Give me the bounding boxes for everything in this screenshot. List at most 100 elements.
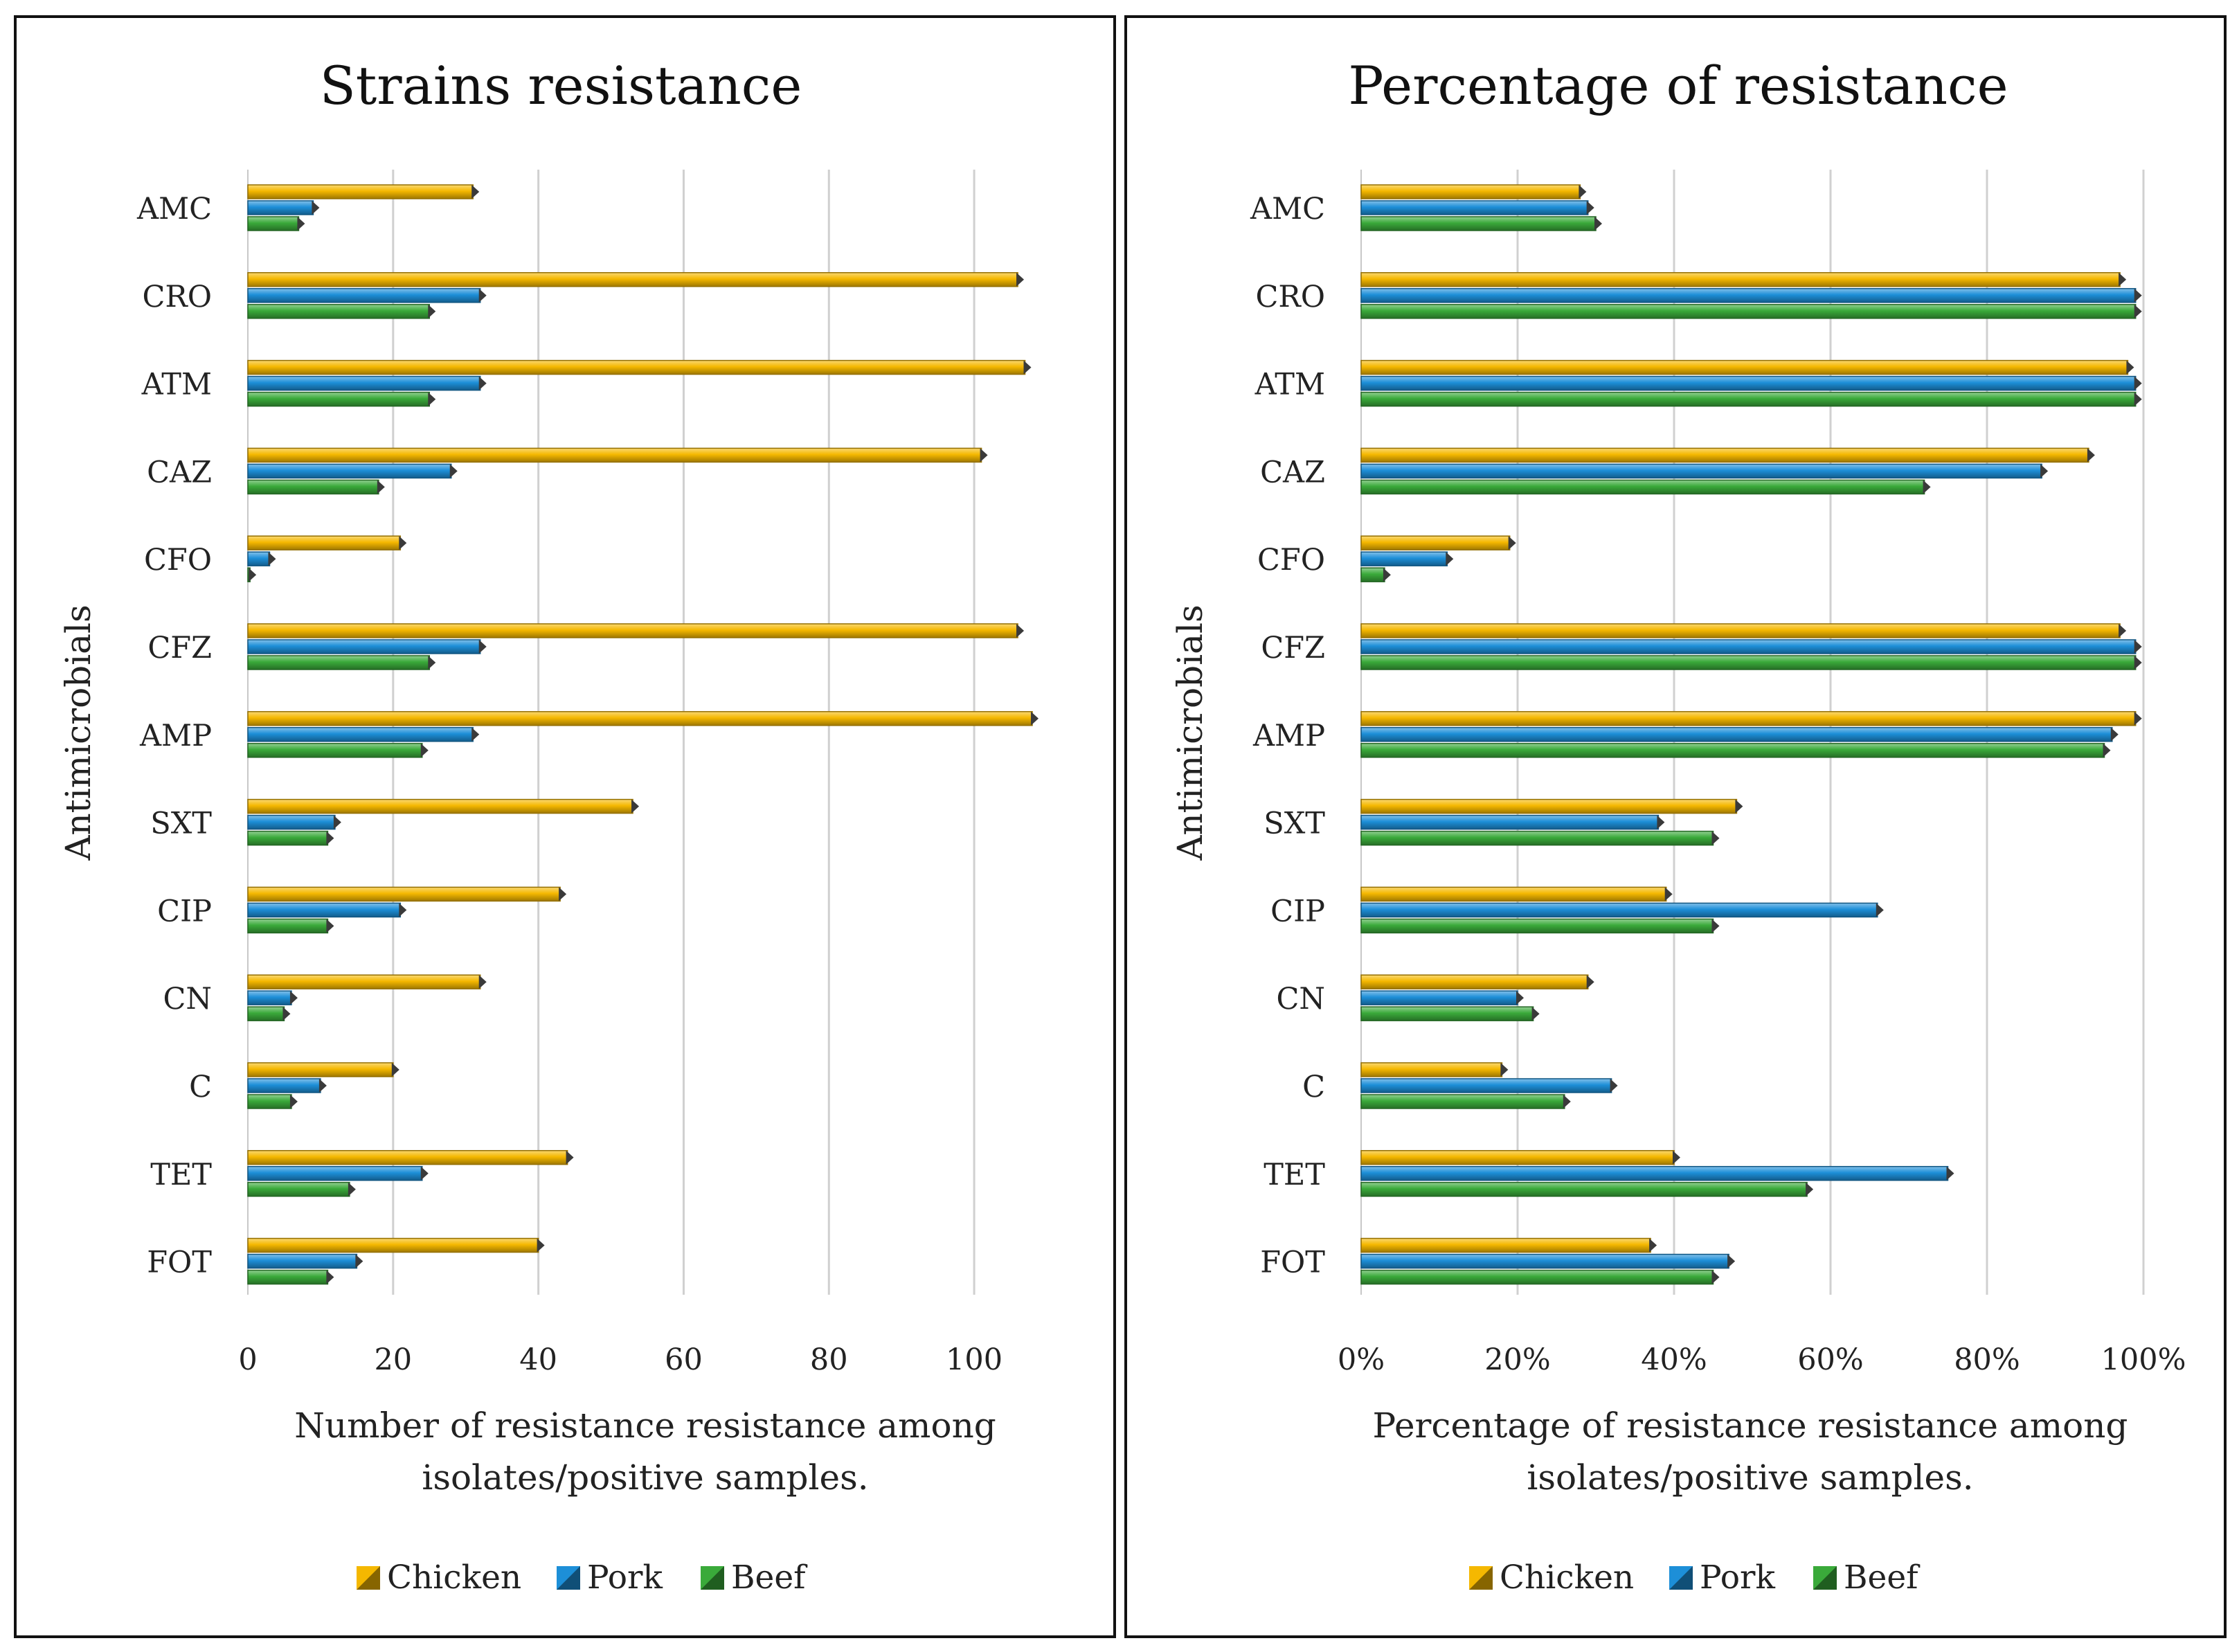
bar-end-cap [399,903,407,917]
bar-chicken [247,1237,539,1253]
legend-swatch-shade [357,1566,380,1590]
bar-beef [1360,216,1597,231]
category-label: CIP [157,894,212,928]
bar-beef [1360,743,2105,758]
legend-label: Beef [731,1559,808,1597]
bar-end-cap [1711,919,1720,933]
bar-end-cap [1563,1095,1571,1108]
bar-end-cap [471,185,480,199]
legend-item-chicken: Chicken [357,1559,521,1597]
bar-end-cap [268,552,276,566]
category-label: CRO [1255,280,1325,314]
bar-end-cap [420,1166,429,1180]
bar-end-cap [478,640,487,654]
bar-end-cap [449,464,458,478]
category-label: TET [1264,1158,1325,1192]
x-axis-title: isolates/positive samples. [422,1457,868,1498]
x-tick-label: 60 [665,1343,703,1377]
category-label: CFZ [147,631,212,665]
bar-end-cap [478,975,487,989]
panel-percentage-of-resistance: Percentage of resistance 0% 20% 40% 60% 80% 10… [1124,15,2227,1638]
category-label: CFO [1257,543,1325,577]
bar-pork [247,639,481,654]
bar-end-cap [318,1079,327,1093]
bar-chicken [1360,974,1589,989]
legend-label: Beef [1844,1559,1921,1597]
bar-end-cap [478,288,487,303]
legend-label: Pork [1700,1559,1775,1597]
bar-end-cap [2119,272,2127,287]
bar-chicken [247,1150,568,1165]
bar-beef [247,1182,350,1197]
bar-beef [247,743,423,758]
chart-title: Percentage of resistance [1348,55,2008,116]
bar-end-cap [1610,1079,1618,1093]
bar-pork [1360,814,1660,830]
legend-item-chicken: Chicken [1469,1559,1634,1597]
bar-chicken [247,535,402,550]
x-tick-label: 80% [1954,1343,2020,1377]
bar-chicken [247,886,561,902]
bar-chicken [1360,711,2137,726]
bar-chicken [1360,798,1738,814]
bar-beef [247,830,329,846]
bar-end-cap [1806,1182,1814,1196]
bar-end-cap [428,392,436,406]
bar-pork [247,1166,423,1181]
bar-end-cap [1446,552,1454,566]
category-label: AMC [1250,192,1325,226]
legend-label: Chicken [387,1559,521,1597]
bar-beef [247,655,431,670]
category-label: CN [1276,982,1325,1016]
bar-beef [1360,1182,1808,1197]
bar-end-cap [1508,536,1516,550]
bar-end-cap [312,201,320,215]
bar-end-cap [1586,201,1594,215]
bar-beef [1360,1094,1565,1109]
bar-end-cap [2110,727,2119,742]
bar-end-cap [1664,887,1673,901]
bar-pork [247,463,452,479]
bar-pork [1360,727,2113,742]
bar-chicken [247,623,1018,638]
bar-pork [1360,1253,1729,1269]
x-tick-label: 60% [1797,1343,1864,1377]
category-label: CFZ [1261,631,1325,665]
bar-end-cap [471,727,480,742]
bar-beef [1360,391,2137,407]
bar-end-cap [980,448,988,463]
bar-end-cap [1500,1063,1509,1077]
bar-end-cap [2134,376,2142,390]
bar-pork [1360,990,1518,1005]
bar-end-cap [333,815,341,829]
bar-beef [247,304,431,319]
legend-item-beef: Beef [1813,1559,1921,1597]
bar-pork [1360,1078,1612,1093]
bar-beef [1360,304,2137,319]
category-label: TET [150,1158,212,1192]
bar-end-cap [478,376,487,390]
bar-pork [247,200,314,215]
category-label: CRO [142,280,212,314]
legend-item-beef: Beef [701,1559,808,1597]
bar-end-cap [1735,799,1743,814]
bar-end-cap [399,536,407,550]
bar-end-cap [297,217,305,231]
bar-end-cap [1711,1270,1720,1284]
bar-end-cap [326,919,334,933]
bar-end-cap [428,656,436,670]
bar-end-cap [355,1254,363,1268]
bar-end-cap [2134,656,2142,670]
bar-chicken [247,798,633,814]
bar-chicken [1360,623,2121,638]
bar-pork [247,727,474,742]
bar-beef [1360,918,1714,934]
category-label: CAZ [147,455,212,490]
panel-strains-resistance: Strains resistance 0 20 40 60 80 100 Antimicrob… [14,15,1116,1638]
bar-beef [1360,830,1714,846]
legend-swatch-shade [701,1566,724,1590]
bar-beef [247,1094,292,1109]
category-label: AMP [139,719,212,753]
category-label: SXT [1264,807,1325,841]
